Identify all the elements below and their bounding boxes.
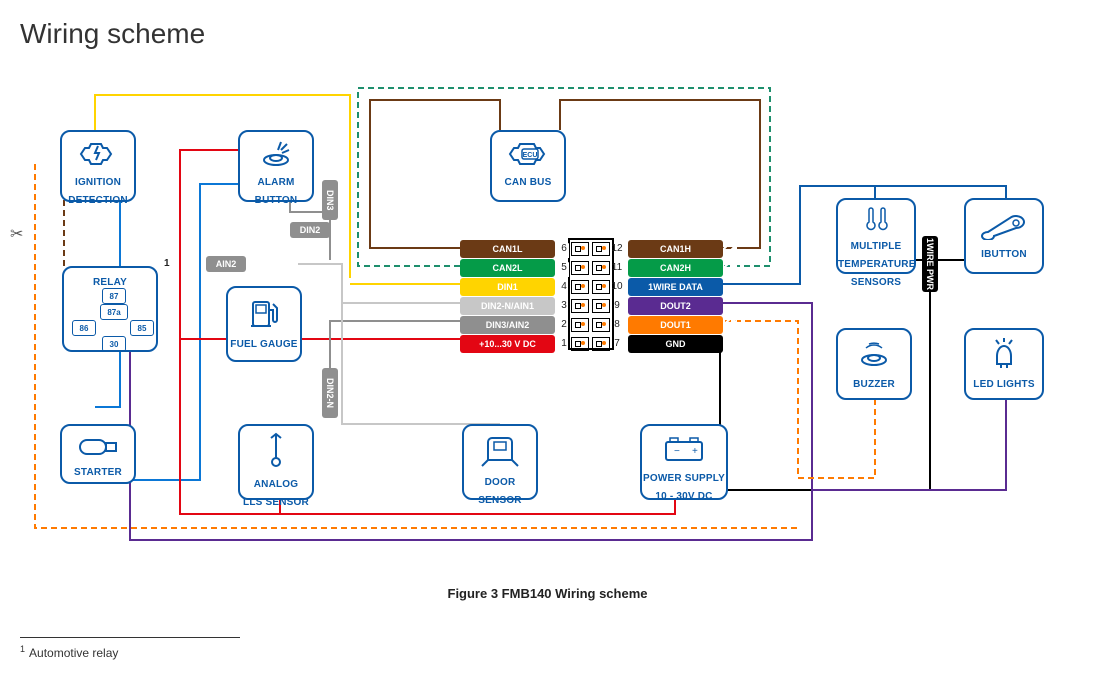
- buzzer-label: BUZZER: [853, 379, 895, 390]
- relay-box: RELAY 1 87 87a 86 85 30: [62, 266, 158, 352]
- pin-dout2: DOUT2: [628, 297, 723, 315]
- pin-can2h: CAN2H: [628, 259, 723, 277]
- ibutton-box: IBUTTON: [964, 198, 1044, 274]
- starter-label: STARTER: [74, 467, 122, 478]
- relay-label: RELAY: [93, 277, 127, 288]
- starter-icon: [76, 434, 120, 458]
- pin-can1l: CAN1L: [460, 240, 555, 258]
- page-title: Wiring scheme: [20, 18, 205, 50]
- door-icon: [480, 432, 520, 468]
- pin-gnd: GND: [628, 335, 723, 353]
- canbus-label: CAN BUS: [505, 177, 552, 188]
- pin-1030vdc: +10...30 V DC: [460, 335, 555, 353]
- alarm-icon: [257, 138, 295, 168]
- footnote: 1 Automotive relay: [20, 644, 118, 660]
- ibutton-label: IBUTTON: [981, 249, 1027, 260]
- analog-lls-icon: [263, 432, 289, 470]
- buzzer-icon: [856, 336, 892, 370]
- fuel-box: FUEL GAUGE: [226, 286, 302, 362]
- svg-text:−: −: [674, 446, 680, 457]
- relay-85: 85: [130, 320, 154, 336]
- led-label: LED LIGHTS: [973, 379, 1034, 390]
- page: Wiring scheme ✂ IGNITION DETECTION ALARM…: [0, 0, 1095, 680]
- pin-can1h: CAN1H: [628, 240, 723, 258]
- canbus-box: ECU CAN BUS: [490, 130, 566, 202]
- pin-can2l: CAN2L: [460, 259, 555, 277]
- led-icon: [987, 336, 1021, 370]
- pin-dout1: DOUT1: [628, 316, 723, 334]
- door-box: DOOR SENSOR: [462, 424, 538, 500]
- relay-86: 86: [72, 320, 96, 336]
- ibutton-icon: [980, 212, 1028, 240]
- psu-label: POWER SUPPLY 10 - 30V DC: [643, 473, 725, 502]
- pin-din1: DIN1: [460, 278, 555, 296]
- battery-icon: −+: [662, 432, 706, 464]
- tag-din2n: DIN2-N: [322, 368, 338, 418]
- buzzer-box: BUZZER: [836, 328, 912, 400]
- footnote-text: Automotive relay: [29, 646, 118, 660]
- tempsensors-box: MULTIPLE TEMPERATURE SENSORS: [836, 198, 916, 274]
- door-label: DOOR SENSOR: [478, 477, 521, 506]
- fuel-icon: [247, 296, 281, 330]
- thermometer-icon: [859, 206, 893, 232]
- tag-din3: DIN3: [322, 180, 338, 220]
- tag-din2: DIN2: [290, 222, 330, 238]
- pin-din2nain1: DIN2-N/AIN1: [460, 297, 555, 315]
- footnote-marker: 1: [20, 644, 25, 654]
- relay-87a: 87a: [100, 304, 128, 320]
- svg-text:+: +: [692, 446, 698, 457]
- fuel-label: FUEL GAUGE: [230, 339, 297, 350]
- led-box: LED LIGHTS: [964, 328, 1044, 400]
- relay-sup: 1: [164, 258, 170, 269]
- ignition-label: IGNITION DETECTION: [68, 177, 128, 206]
- pin-din3ain2: DIN3/AIN2: [460, 316, 555, 334]
- ecu-icon: ECU: [506, 138, 550, 168]
- starter-box: STARTER: [60, 424, 136, 484]
- tag-ain2: AIN2: [206, 256, 246, 272]
- alarm-label: ALARM BUTTON: [255, 177, 298, 206]
- alarm-box: ALARM BUTTON: [238, 130, 314, 202]
- ignition-box: IGNITION DETECTION: [60, 130, 136, 202]
- ignition-icon: [79, 138, 117, 168]
- pin-1wiredata: 1WIRE DATA: [628, 278, 723, 296]
- svg-text:ECU: ECU: [523, 152, 538, 159]
- relay-30: 30: [102, 336, 126, 352]
- analog-box: ANALOG LLS SENSOR: [238, 424, 314, 500]
- tempsensors-label: MULTIPLE TEMPERATURE SENSORS: [838, 241, 916, 288]
- relay-87: 87: [102, 288, 126, 304]
- footnote-rule: [20, 637, 240, 638]
- figure-caption: Figure 3 FMB140 Wiring scheme: [0, 586, 1095, 601]
- tag-1wirepwr: 1WIRE PWR: [922, 236, 938, 292]
- scissors-icon: ✂: [10, 224, 23, 244]
- analog-label: ANALOG LLS SENSOR: [243, 479, 309, 508]
- psu-box: −+ POWER SUPPLY 10 - 30V DC: [640, 424, 728, 500]
